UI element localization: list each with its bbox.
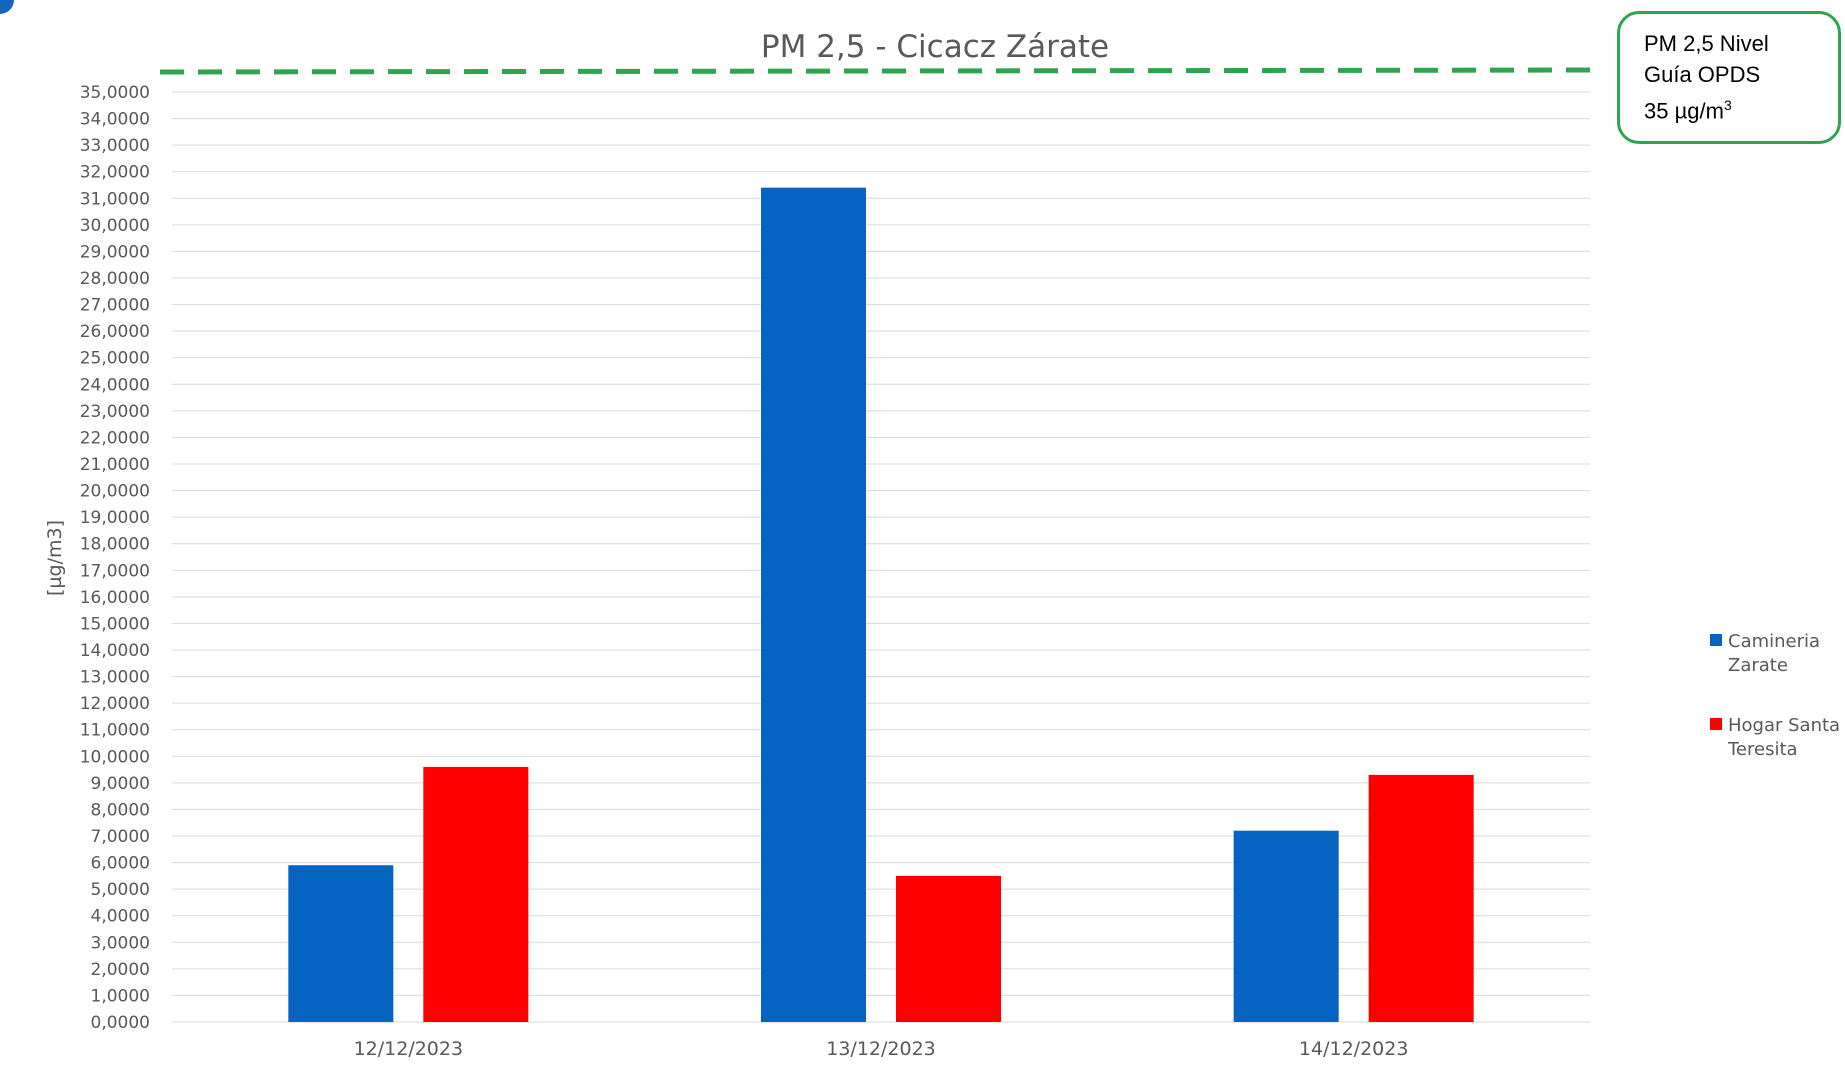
legend-label: Teresita xyxy=(1727,739,1798,760)
bar xyxy=(288,865,394,1022)
y-tick-label: 21,0000 xyxy=(80,455,150,475)
y-axis-ticks: 0,0000 1,0000 2,0000 3,0000 4,0000 5,0000 6,00… xyxy=(80,83,150,1033)
y-tick-label: 11,0000 xyxy=(80,721,150,741)
y-tick-label: 25,0000 xyxy=(80,349,150,369)
bar xyxy=(1368,774,1474,1022)
annotation-exponent: 3 xyxy=(1723,97,1732,113)
legend-label: Camineria xyxy=(1728,631,1820,652)
bar xyxy=(896,875,1001,1022)
y-tick-label: 8,0000 xyxy=(91,800,150,820)
legend-swatch xyxy=(1710,718,1722,730)
legend-label: Hogar Santa xyxy=(1728,715,1840,736)
x-tick-label: 14/12/2023 xyxy=(1299,1038,1409,1060)
legend-label: Zarate xyxy=(1728,655,1788,676)
y-tick-label: 23,0000 xyxy=(80,402,150,422)
y-tick-label: 27,0000 xyxy=(80,296,150,316)
y-tick-label: 5,0000 xyxy=(91,880,150,900)
y-tick-label: 18,0000 xyxy=(80,535,150,555)
guide-level-line xyxy=(159,67,1591,75)
y-tick-label: 33,0000 xyxy=(80,136,150,156)
annotation-line-2: Guía OPDS xyxy=(1644,62,1761,87)
y-tick-label: 13,0000 xyxy=(80,668,150,688)
y-tick-label: 9,0000 xyxy=(91,774,150,794)
y-tick-label: 12,0000 xyxy=(80,694,150,714)
legend: Camineria Zarate Hogar Santa Teresita xyxy=(1710,631,1840,760)
y-tick-label: 15,0000 xyxy=(80,614,150,634)
y-tick-label: 34,0000 xyxy=(80,110,150,130)
y-tick-label: 14,0000 xyxy=(80,641,150,661)
y-tick-label: 0,0000 xyxy=(91,1013,150,1033)
x-tick-label: 12/12/2023 xyxy=(354,1038,464,1060)
y-axis-title: [µg/m3] xyxy=(44,520,66,596)
y-tick-label: 26,0000 xyxy=(80,322,150,342)
y-tick-label: 6,0000 xyxy=(91,854,150,874)
x-tick-label: 13/12/2023 xyxy=(826,1038,936,1060)
y-tick-label: 32,0000 xyxy=(80,163,150,183)
y-tick-label: 1,0000 xyxy=(91,986,150,1006)
y-tick-label: 17,0000 xyxy=(80,561,150,581)
annotation-line-1: PM 2,5 Nivel xyxy=(1644,31,1769,56)
chart-title: PM 2,5 - Cicacz Zárate xyxy=(761,29,1109,65)
y-tick-label: 16,0000 xyxy=(80,588,150,608)
bars xyxy=(288,187,1474,1022)
y-tick-label: 19,0000 xyxy=(80,508,150,528)
bar xyxy=(1233,830,1339,1022)
x-axis-labels: 12/12/2023 13/12/2023 14/12/2023 xyxy=(354,1038,1409,1060)
annotation-line-3: 35 µg/m3 xyxy=(1644,90,1838,126)
y-tick-label: 4,0000 xyxy=(91,907,150,927)
y-tick-label: 2,0000 xyxy=(91,960,150,980)
bar xyxy=(423,766,529,1022)
y-tick-label: 3,0000 xyxy=(91,933,150,953)
y-tick-label: 22,0000 xyxy=(80,428,150,448)
y-tick-label: 7,0000 xyxy=(91,827,150,847)
y-tick-label: 20,0000 xyxy=(80,482,150,502)
guide-level-annotation: PM 2,5 Nivel Guía OPDS 35 µg/m3 xyxy=(1617,11,1841,144)
y-tick-label: 31,0000 xyxy=(80,189,150,209)
annotation-value: 35 µg/m xyxy=(1644,98,1724,124)
y-tick-label: 28,0000 xyxy=(80,269,150,289)
bar xyxy=(761,187,866,1022)
y-tick-label: 29,0000 xyxy=(80,242,150,262)
y-tick-label: 35,0000 xyxy=(80,83,150,103)
y-tick-label: 10,0000 xyxy=(80,747,150,767)
legend-swatch xyxy=(1710,634,1722,646)
gridlines xyxy=(172,91,1590,1023)
y-tick-label: 30,0000 xyxy=(80,216,150,236)
y-tick-label: 24,0000 xyxy=(80,375,150,395)
